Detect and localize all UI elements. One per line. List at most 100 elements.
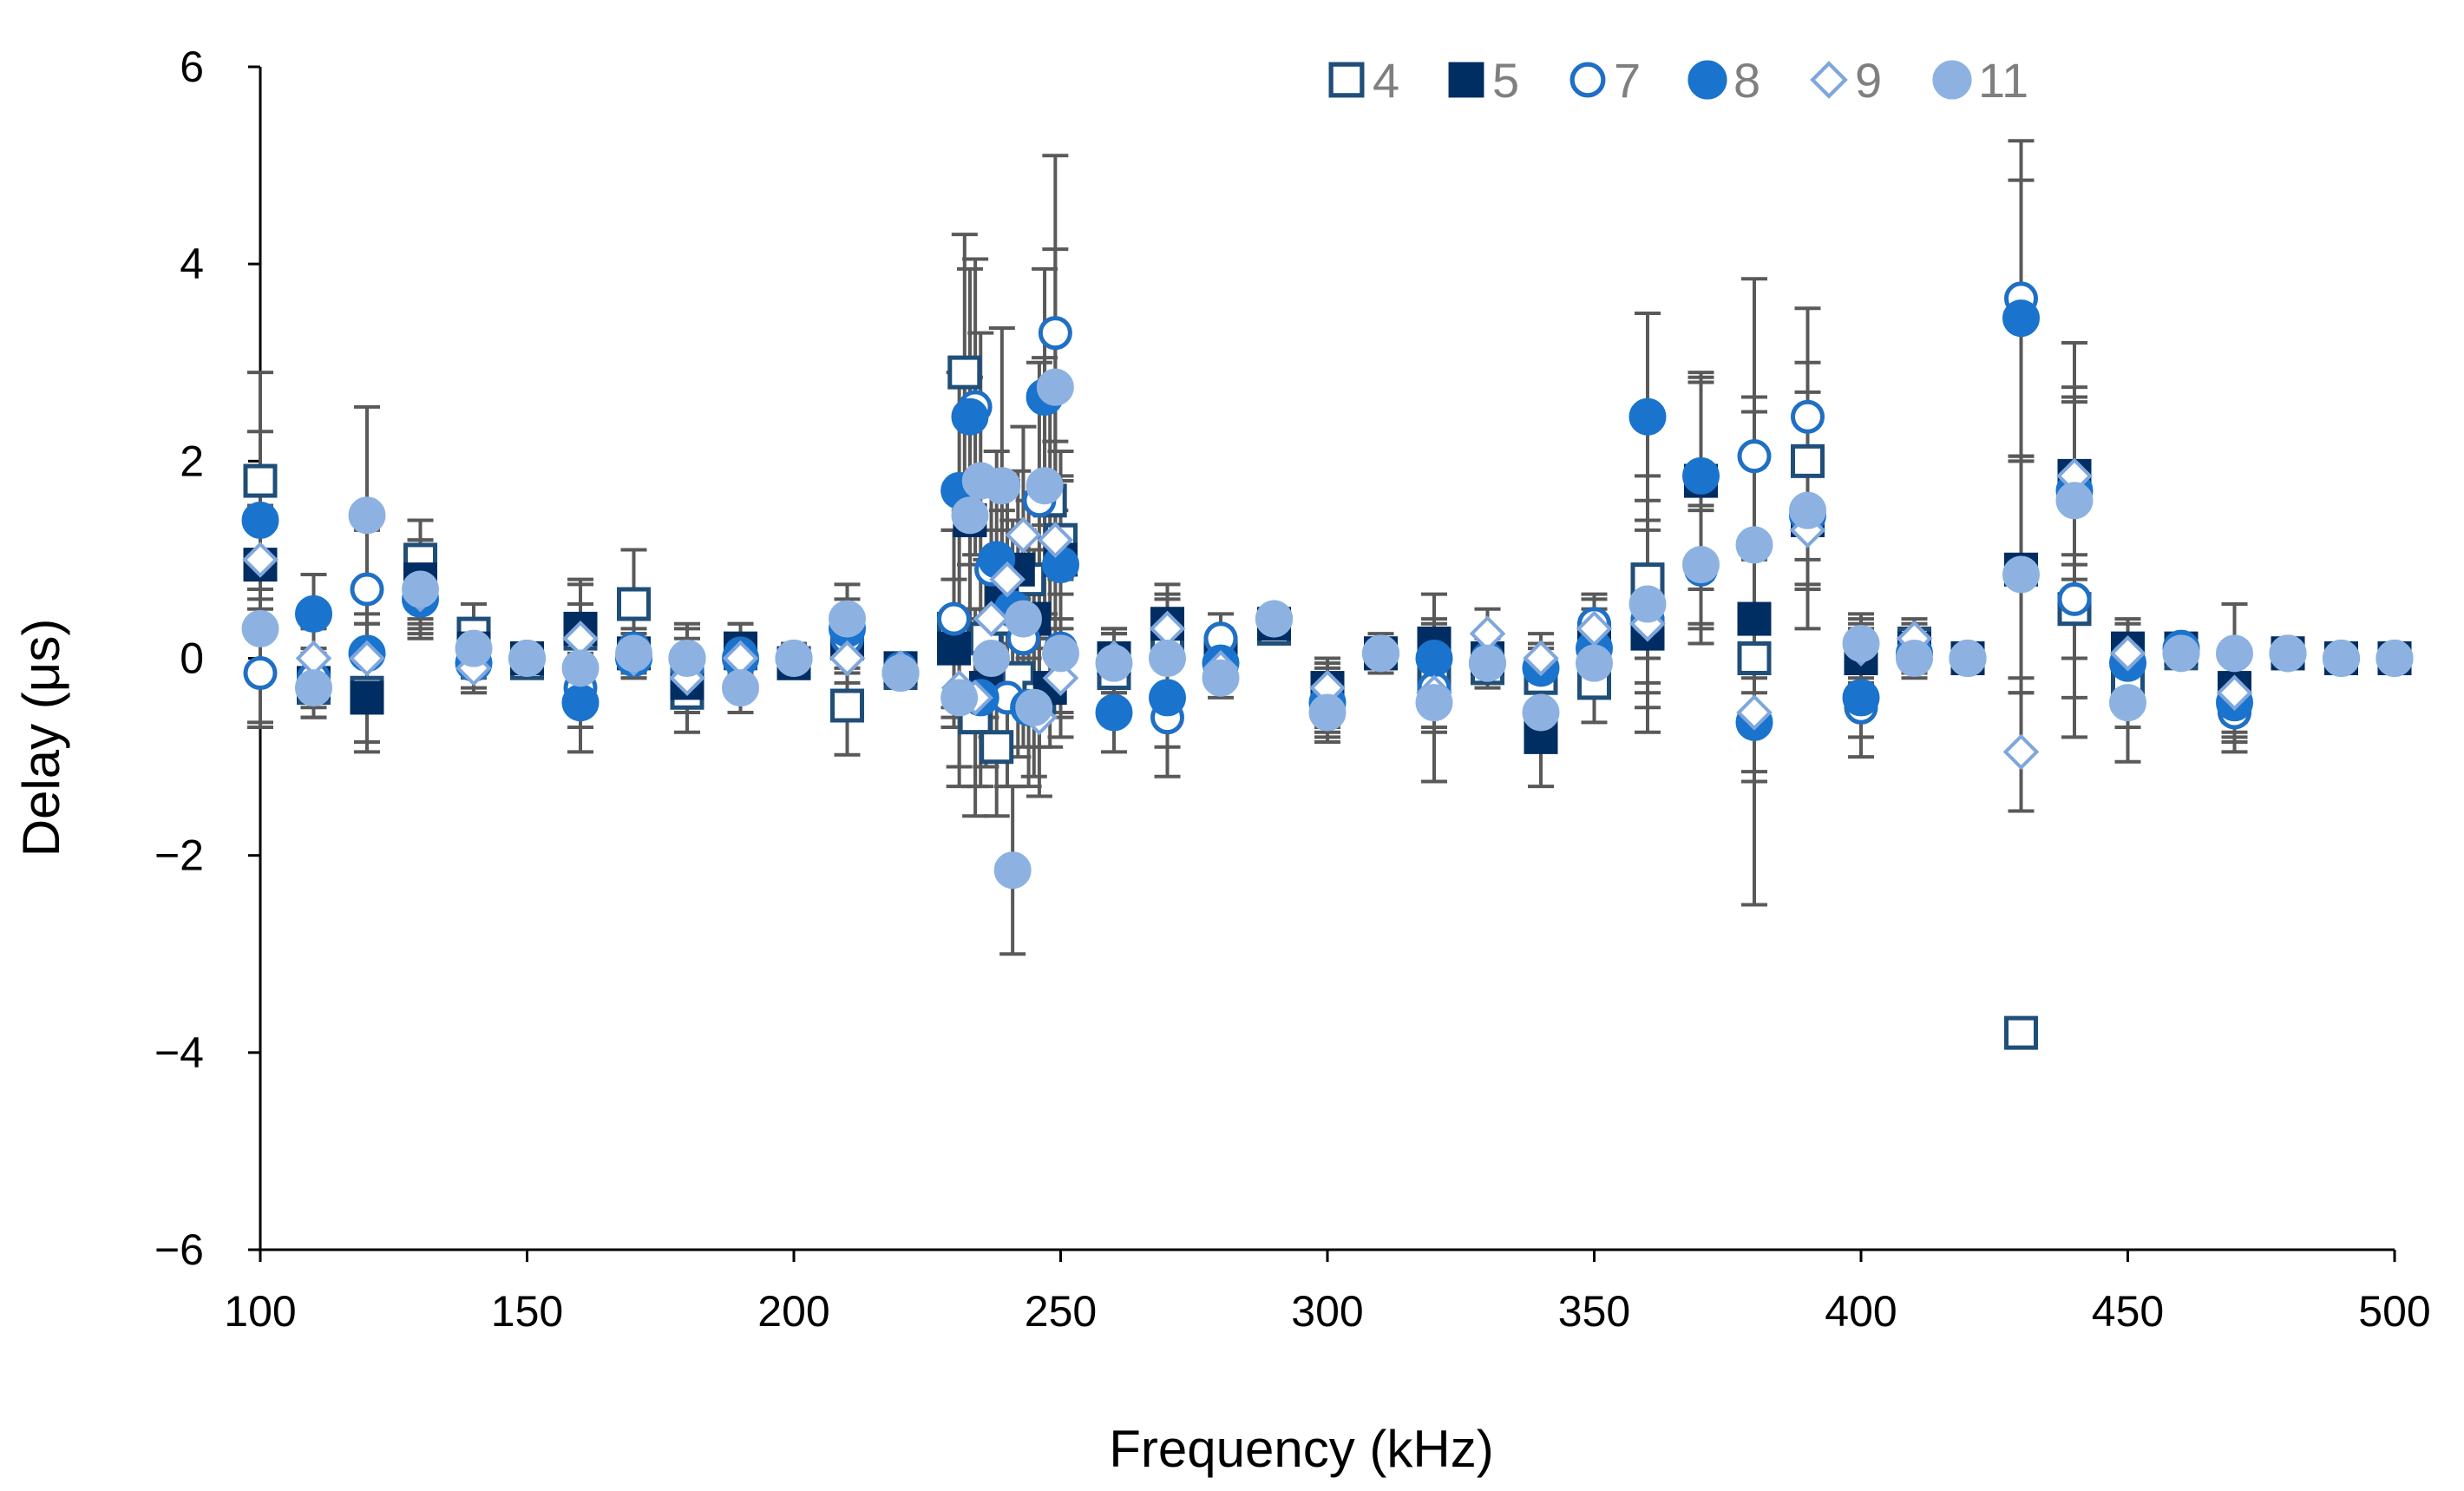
point-series-8 bbox=[1842, 679, 1880, 717]
point-series-11 bbox=[1415, 684, 1453, 722]
point-series-7 bbox=[243, 656, 278, 691]
x-axis-title: Frequency (kHz) bbox=[1109, 1420, 1493, 1478]
point-series-11 bbox=[775, 640, 813, 677]
point-series-8 bbox=[1095, 693, 1133, 732]
point-series-11 bbox=[829, 600, 866, 638]
point-series-9 bbox=[2002, 733, 2040, 771]
x-tick-label: 250 bbox=[1025, 1287, 1097, 1336]
point-series-11 bbox=[1042, 634, 1079, 673]
y-tick-label: 4 bbox=[180, 240, 204, 288]
point-series-8 bbox=[2002, 299, 2040, 338]
x-tick-label: 350 bbox=[1558, 1287, 1630, 1336]
point-series-11 bbox=[993, 851, 1032, 890]
point-series-11 bbox=[2269, 634, 2307, 673]
x-tick-label: 200 bbox=[757, 1287, 829, 1336]
point-series-4 bbox=[243, 463, 278, 498]
legend-marker-4 bbox=[1328, 62, 1365, 98]
point-series-11 bbox=[2002, 555, 2040, 594]
legend-marker-11 bbox=[1932, 60, 1972, 100]
point-series-11 bbox=[1628, 585, 1667, 623]
point-series-11 bbox=[1469, 644, 1506, 682]
legend-marker-5 bbox=[1448, 62, 1484, 98]
point-series-8 bbox=[1682, 456, 1720, 495]
point-series-4 bbox=[1791, 443, 1825, 478]
point-series-11 bbox=[1015, 688, 1053, 726]
x-tick-label: 500 bbox=[2358, 1287, 2430, 1336]
point-series-7 bbox=[2057, 581, 2092, 616]
point-series-11 bbox=[1362, 634, 1399, 673]
legend-label-4: 4 bbox=[1373, 53, 1399, 108]
point-series-4 bbox=[617, 587, 651, 621]
y-axis-title: Delay (μs) bbox=[12, 619, 70, 857]
y-tick-label: 0 bbox=[180, 634, 204, 683]
point-series-7 bbox=[937, 601, 971, 636]
point-series-7 bbox=[1737, 439, 1772, 474]
legend-marker-7 bbox=[1569, 62, 1606, 98]
point-series-9 bbox=[242, 542, 279, 578]
point-series-11 bbox=[561, 649, 600, 687]
point-series-11 bbox=[1522, 693, 1560, 732]
point-series-9 bbox=[1736, 694, 1773, 731]
point-series-11 bbox=[1949, 640, 1987, 677]
point-series-5 bbox=[1737, 601, 1772, 636]
point-series-4 bbox=[2004, 1015, 2038, 1050]
point-series-7 bbox=[1038, 316, 1072, 351]
y-tick-label: 6 bbox=[180, 43, 204, 91]
point-series-11 bbox=[1682, 546, 1720, 584]
point-series-4 bbox=[947, 355, 982, 390]
point-series-11 bbox=[722, 669, 759, 707]
legend-label-9: 9 bbox=[1855, 53, 1882, 108]
point-series-8 bbox=[1415, 640, 1453, 677]
point-series-11 bbox=[455, 629, 493, 667]
point-series-8 bbox=[295, 594, 332, 633]
point-series-11 bbox=[973, 640, 1011, 677]
point-series-9 bbox=[1523, 640, 1559, 677]
x-tick-label: 450 bbox=[2092, 1287, 2164, 1336]
point-series-9 bbox=[989, 561, 1026, 598]
point-series-11 bbox=[402, 570, 439, 608]
point-series-11 bbox=[1842, 624, 1880, 662]
point-series-8 bbox=[1628, 397, 1667, 436]
point-series-11 bbox=[1036, 368, 1074, 406]
y-tick-label: 2 bbox=[180, 437, 204, 485]
point-series-11 bbox=[1735, 526, 1773, 564]
point-series-11 bbox=[1095, 644, 1133, 682]
point-series-9 bbox=[829, 640, 866, 677]
legend-label-7: 7 bbox=[1614, 53, 1641, 108]
point-series-11 bbox=[615, 634, 652, 673]
point-series-11 bbox=[1576, 644, 1613, 682]
point-series-11 bbox=[2055, 482, 2094, 520]
point-series-8 bbox=[1149, 679, 1186, 717]
x-tick-label: 100 bbox=[224, 1287, 296, 1336]
point-series-11 bbox=[2216, 634, 2253, 673]
point-series-11 bbox=[1004, 600, 1042, 638]
point-series-11 bbox=[1149, 640, 1186, 677]
point-series-8 bbox=[561, 684, 600, 722]
point-series-11 bbox=[881, 654, 920, 693]
point-series-11 bbox=[1308, 693, 1347, 732]
legend-label-11: 11 bbox=[1978, 53, 2028, 108]
point-series-8 bbox=[241, 501, 279, 539]
legend-marker-9 bbox=[1810, 61, 1848, 99]
point-series-9 bbox=[1005, 516, 1042, 554]
point-series-11 bbox=[1202, 659, 1240, 697]
point-series-9 bbox=[349, 640, 385, 677]
point-series-11 bbox=[348, 496, 386, 535]
point-series-11 bbox=[1255, 600, 1293, 638]
x-tick-label: 300 bbox=[1291, 1287, 1363, 1336]
point-series-4 bbox=[830, 688, 864, 723]
point-series-11 bbox=[241, 609, 279, 647]
point-series-11 bbox=[1789, 491, 1826, 529]
x-tick-label: 150 bbox=[491, 1287, 563, 1336]
point-series-11 bbox=[2109, 684, 2146, 722]
point-series-11 bbox=[2323, 640, 2360, 677]
point-series-8 bbox=[951, 397, 989, 436]
point-series-11 bbox=[2162, 634, 2200, 673]
point-series-4 bbox=[980, 730, 1014, 765]
x-axis-ticks: 100 150 200 250 300 350 400 450 500 bbox=[224, 1250, 2431, 1336]
point-series-11 bbox=[2376, 640, 2414, 677]
error-bars bbox=[247, 139, 2408, 956]
point-series-9 bbox=[1576, 610, 1613, 647]
point-series-4 bbox=[1737, 641, 1772, 675]
